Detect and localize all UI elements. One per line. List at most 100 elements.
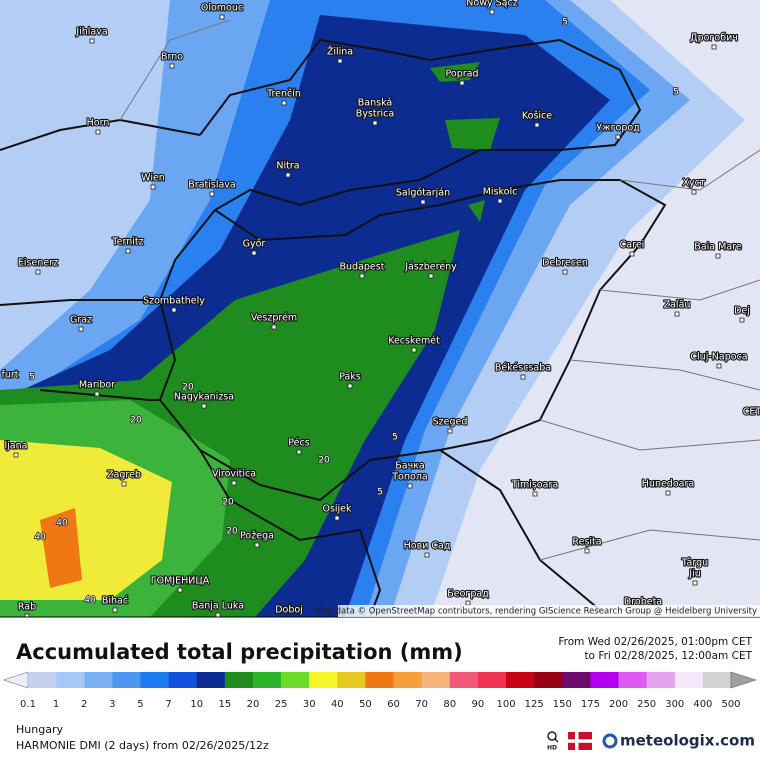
legend-label: 7 [165,699,171,710]
city-label: Horn [87,118,110,129]
city-label: Graz [70,315,92,326]
legend-swatch [421,672,451,688]
city-label: Нови Сад [404,541,451,552]
city-label: Paks [339,372,361,383]
flag-denmark[interactable] [568,732,592,750]
city-dot [691,189,697,195]
city-label: Dej [734,306,750,317]
contour-label: 5 [377,488,383,498]
city-label: Olomouc [201,3,243,14]
legend-swatch [534,672,563,688]
legend-label: 150 [553,699,572,710]
legend-swatch [337,672,366,688]
city-dot [428,273,434,279]
legend-label: 250 [637,699,656,710]
city-label: ljana [5,441,28,452]
city-dot [711,44,717,50]
city-label: Ternitz [111,237,143,248]
legend-label: 175 [581,699,600,710]
city-label: Eisenerz [18,258,58,269]
city-label: Bihać [102,596,128,607]
city-label: Brno [161,52,183,63]
city-label: Szombathely [143,296,205,307]
city-dot [24,613,30,617]
brand[interactable]: meteologix.com [620,732,755,750]
legend-swatch [252,672,282,688]
contour-label: 20 [222,498,234,508]
city-label: Nagykanizsa [174,392,234,403]
contour-label: 5 [673,88,679,98]
city-dot [489,9,495,15]
city-dot [334,515,340,521]
city-dot [347,383,353,389]
contour-label: 20 [318,456,330,466]
legend-label: 300 [665,699,684,710]
city-dot [739,317,745,323]
legend-label: 40 [331,699,344,710]
city-dot [424,552,430,558]
legend-swatch [309,672,338,688]
legend-label: 0.1 [20,699,36,710]
legend-label: 125 [525,699,544,710]
contour-label: 40 [56,519,68,529]
legend-swatch [646,672,676,688]
city-label: Banja Luka [192,601,244,612]
legend-swatch [56,672,85,688]
city-label: Reșita [572,537,601,548]
city-dot [629,251,635,257]
city-dot [169,63,175,69]
legend-label: 25 [275,699,288,710]
attribution: Map data © OpenStreetMap contributors, r… [315,607,757,617]
city-label: Žilina [327,46,353,58]
legend-swatch [281,672,310,688]
city-label: Győr [243,239,266,250]
city-label: Топола [391,472,428,483]
legend-label: 60 [387,699,400,710]
hd-label[interactable]: HD [547,745,557,752]
city-dot [219,14,225,20]
city-dot [520,374,526,380]
legend: 0.1 1 2 3 5 7 10 15 20 25 30 40 50 60 70 80 90 100 125 150 1… [3,671,757,710]
city-label: Veszprém [251,313,297,324]
search-icon-handle [554,738,559,743]
city-dot [94,391,100,397]
city-dot [13,452,19,458]
legend-label: 80 [443,699,456,710]
city-dot [692,580,698,586]
city-dot [715,253,721,259]
city-label: Szeged [433,417,468,428]
period-to: to Fri 02/28/2025, 12:00am CET [584,650,752,662]
city-dot [465,600,471,606]
search-icon[interactable] [547,731,557,741]
city-dot [125,248,131,254]
city-label: Дрогобич [690,33,738,44]
legend-swatch [168,672,198,688]
city-label: Poprad [446,69,479,80]
city-dot [411,347,417,353]
contour-label: 5 [29,373,35,383]
legend-swatch [196,672,226,688]
city-label: Zalău [664,300,691,311]
legend-label: 1 [53,699,59,710]
legend-swatch [140,672,169,688]
contour-label: 20 [226,527,238,537]
city-label: Timișoara [511,480,558,491]
city-dot [89,38,95,44]
city-label: Bystrica [356,109,394,120]
city-label: Budapest [340,262,385,273]
city-dot [407,483,413,489]
contour-label: 40 [84,596,96,606]
legend-label: 70 [415,699,428,710]
title: Accumulated total precipitation (mm) [16,640,463,664]
contour-label: 20 [182,383,194,393]
brand-logo [602,733,618,749]
city-label: Požega [240,531,274,542]
city-dot [420,199,426,205]
city-label: Baia Mare [694,242,742,253]
city-label: Nowy Sącz [466,0,517,9]
city-dot [716,363,722,369]
city-label: Debrecen [542,258,588,269]
city-dot [121,481,127,487]
city-dot [615,134,621,140]
city-label: Târgu [681,558,708,569]
